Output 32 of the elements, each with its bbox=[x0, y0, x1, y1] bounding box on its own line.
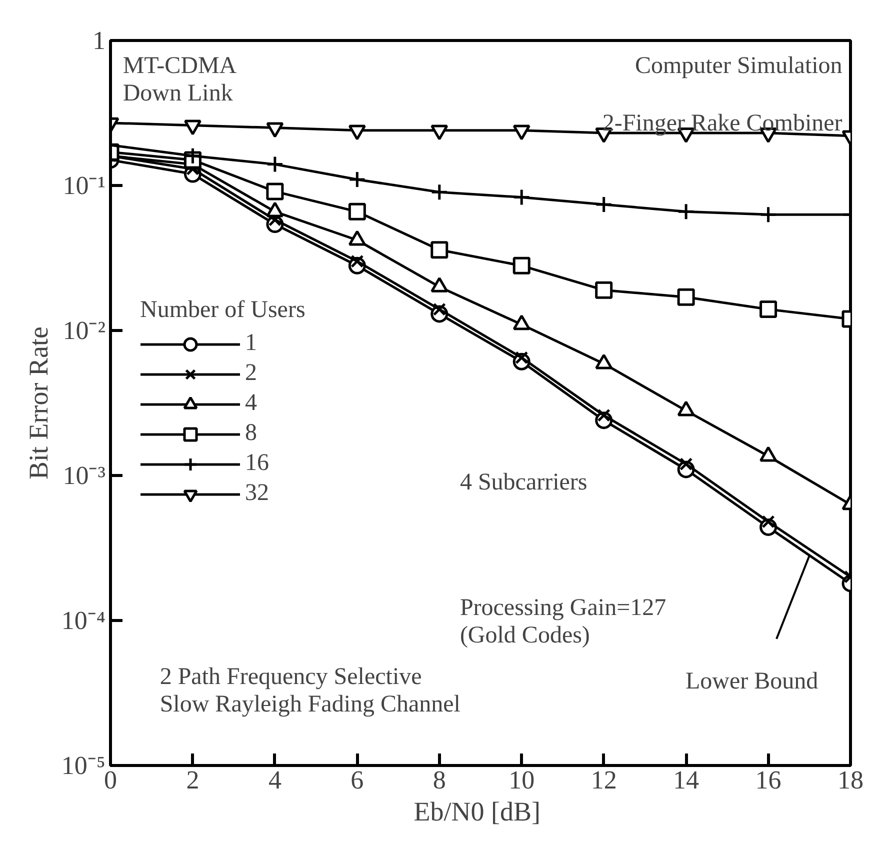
annotation: Processing Gain=127 (Gold Codes) bbox=[460, 594, 666, 648]
annotation: 2-Finger Rake Combiner bbox=[602, 110, 842, 136]
x-tick-label: 8 bbox=[432, 766, 446, 794]
y-tick-label: 10⁻³ bbox=[62, 461, 106, 490]
legend-label: 32 bbox=[245, 480, 269, 508]
y-tick-label: 10⁻⁵ bbox=[61, 751, 106, 780]
legend-title: Number of Users bbox=[140, 296, 306, 324]
x-axis-title: Eb/N0 [dB] bbox=[414, 796, 540, 826]
x-tick-label: 10 bbox=[508, 766, 535, 794]
legend-label: 16 bbox=[245, 450, 269, 478]
x-tick-label: 6 bbox=[350, 766, 364, 794]
y-tick-label: 10⁻² bbox=[62, 316, 106, 345]
annotation: 2 Path Frequency Selective Slow Rayleigh Fading Channel bbox=[160, 664, 461, 718]
legend-label: 2 bbox=[245, 360, 258, 388]
y-tick-label: 10⁻¹ bbox=[62, 171, 106, 200]
legend-label: 8 bbox=[245, 420, 258, 448]
legend-label: 1 bbox=[245, 330, 258, 358]
annotation: 4 Subcarriers bbox=[460, 470, 588, 496]
legend-label: 4 bbox=[245, 390, 258, 418]
y-axis-title: Bit Error Rate bbox=[23, 326, 54, 480]
x-tick-label: 0 bbox=[104, 766, 117, 794]
x-tick-label: 2 bbox=[186, 766, 200, 794]
x-tick-label: 16 bbox=[755, 766, 782, 794]
y-tick-label: 10⁻⁴ bbox=[61, 606, 106, 635]
annotation: Lower Bound bbox=[686, 668, 818, 694]
annotation: MT-CDMA Down Link bbox=[122, 52, 238, 106]
y-tick-label: 1 bbox=[92, 26, 106, 55]
x-tick-label: 14 bbox=[673, 766, 700, 794]
x-tick-label: 4 bbox=[268, 766, 282, 794]
annotation: Computer Simulation bbox=[634, 52, 842, 79]
x-tick-label: 12 bbox=[590, 766, 617, 794]
x-tick-label: 18 bbox=[838, 766, 864, 794]
